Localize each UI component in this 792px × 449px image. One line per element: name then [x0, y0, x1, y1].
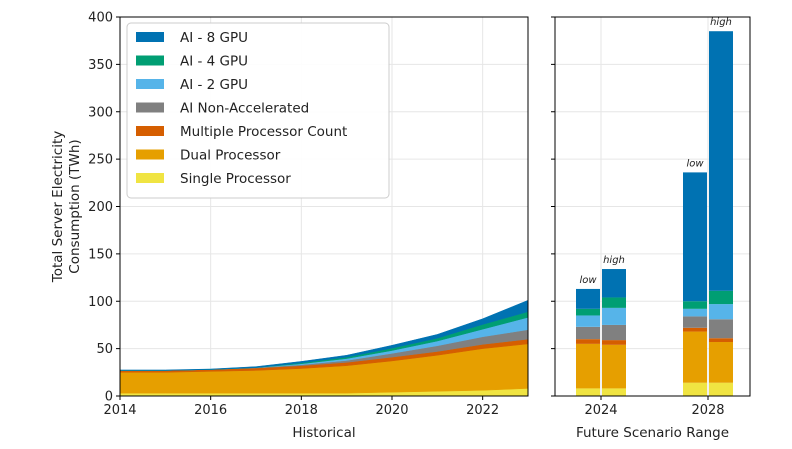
x-tick-label: 2014: [103, 403, 136, 418]
bar-segment: [602, 324, 626, 341]
x-axis-title-historical: Historical: [292, 425, 355, 441]
x-tick-label: 2020: [375, 403, 408, 418]
legend-label: Single Processor: [180, 171, 291, 187]
y-tick-label: 100: [88, 295, 113, 310]
y-tick-label: 250: [88, 153, 113, 168]
legend-label: AI - 2 GPU: [180, 77, 248, 93]
legend-swatch: [136, 149, 164, 160]
bar-segment: [576, 315, 600, 327]
y-axis-title: Total Server ElectricityConsumption (TWh…: [50, 131, 83, 283]
bar-segment: [602, 297, 626, 308]
legend-label: AI - 8 GPU: [180, 30, 248, 46]
y-tick-label: 200: [88, 200, 113, 215]
bar-scenario-label: low: [686, 158, 704, 169]
bar-segment: [683, 327, 707, 332]
legend-swatch: [136, 102, 164, 113]
bar-scenario-label: low: [579, 275, 597, 286]
bar-segment: [602, 307, 626, 325]
legend-label: AI - 4 GPU: [180, 54, 248, 70]
y-axis-title-line: Consumption (TWh): [67, 139, 83, 273]
bar-segment: [602, 344, 626, 389]
y-tick-label: 0: [105, 390, 113, 405]
y-tick-label: 350: [88, 58, 113, 73]
legend-label: Dual Processor: [180, 148, 281, 164]
bar-scenario-label: high: [710, 17, 732, 28]
y-axis-title-line: Total Server Electricity: [50, 131, 66, 283]
bar-segment: [683, 331, 707, 383]
x-tick-label: 2022: [466, 403, 499, 418]
bar-segment: [709, 341, 733, 383]
bar-segment: [576, 339, 600, 344]
bar-segment: [683, 382, 707, 396]
legend-label: AI Non-Accelerated: [180, 101, 309, 117]
area-series: [119, 343, 529, 394]
bar-segment: [709, 382, 733, 396]
legend-swatch: [136, 55, 164, 66]
x-tick-label: 2028: [691, 403, 724, 418]
legend-swatch: [136, 32, 164, 42]
bar-segment: [709, 31, 733, 291]
legend-label: Multiple Processor Count: [180, 124, 347, 140]
legend-swatch: [136, 126, 164, 136]
bar-scenario-label: high: [603, 255, 625, 266]
y-tick-label: 150: [88, 247, 113, 262]
bar-segment: [683, 316, 707, 328]
bar-segment: [576, 288, 600, 309]
x-tick-label: 2024: [584, 403, 617, 418]
bar-segment: [709, 338, 733, 342]
bar-segment: [683, 172, 707, 302]
bar-segment: [602, 340, 626, 345]
bar-segment: [683, 308, 707, 317]
y-tick-label: 300: [88, 105, 113, 120]
bar-segment: [709, 304, 733, 320]
bar-segment: [602, 269, 626, 298]
legend-swatch: [136, 79, 164, 89]
bar-segment: [709, 319, 733, 339]
bar-segment: [709, 290, 733, 305]
bar-segment: [576, 388, 600, 396]
x-tick-label: 2018: [285, 403, 318, 418]
bar-segment: [602, 388, 626, 396]
bar-segment: [683, 301, 707, 309]
x-axis-title-future: Future Scenario Range: [576, 425, 729, 441]
legend-swatch: [136, 173, 164, 183]
y-tick-label: 50: [96, 342, 113, 357]
y-tick-label: 400: [88, 11, 113, 26]
legend: AI - 8 GPU AI - 4 GPU AI - 2 GPU AI Non-Acc…: [126, 22, 390, 199]
future-axes-frame: [554, 16, 751, 397]
legend-box: [126, 22, 390, 199]
bar-segment: [576, 308, 600, 316]
bar-segment: [576, 343, 600, 389]
bar-segment: [576, 326, 600, 340]
x-tick-label: 2016: [194, 403, 227, 418]
